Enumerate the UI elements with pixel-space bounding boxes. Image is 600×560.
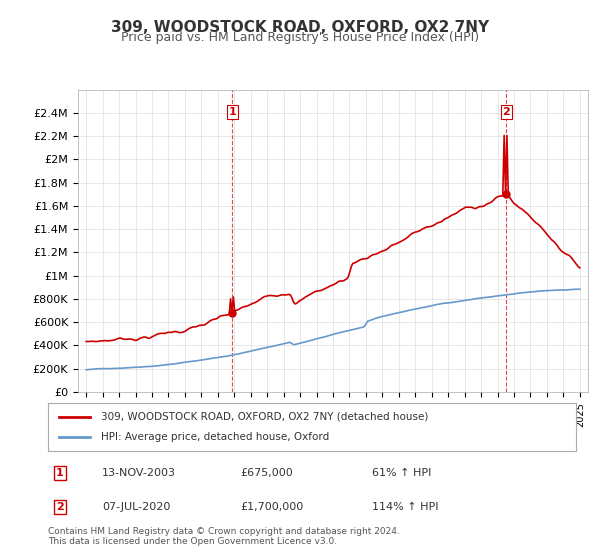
Text: HPI: Average price, detached house, Oxford: HPI: Average price, detached house, Oxfo… [101, 432, 329, 442]
Text: 13-NOV-2003: 13-NOV-2003 [102, 468, 176, 478]
Text: Price paid vs. HM Land Registry's House Price Index (HPI): Price paid vs. HM Land Registry's House … [121, 31, 479, 44]
Text: 07-JUL-2020: 07-JUL-2020 [102, 502, 170, 512]
Text: £675,000: £675,000 [240, 468, 293, 478]
Text: 1: 1 [56, 468, 64, 478]
Text: 309, WOODSTOCK ROAD, OXFORD, OX2 7NY: 309, WOODSTOCK ROAD, OXFORD, OX2 7NY [111, 20, 489, 35]
Text: 114% ↑ HPI: 114% ↑ HPI [372, 502, 439, 512]
Text: 2: 2 [56, 502, 64, 512]
Text: 61% ↑ HPI: 61% ↑ HPI [372, 468, 431, 478]
Text: Contains HM Land Registry data © Crown copyright and database right 2024.
This d: Contains HM Land Registry data © Crown c… [48, 526, 400, 546]
Text: 2: 2 [502, 107, 510, 117]
Text: 1: 1 [228, 107, 236, 117]
Text: 309, WOODSTOCK ROAD, OXFORD, OX2 7NY (detached house): 309, WOODSTOCK ROAD, OXFORD, OX2 7NY (de… [101, 412, 428, 422]
Text: £1,700,000: £1,700,000 [240, 502, 303, 512]
